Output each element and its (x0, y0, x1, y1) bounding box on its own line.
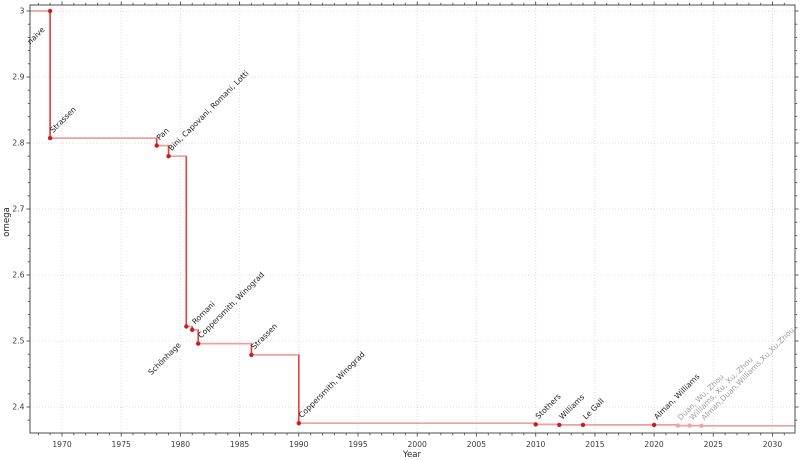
data-point-alman-duan-williams-xu-xu-zhou (699, 423, 704, 428)
y-tick-label: 2.6 (12, 271, 24, 280)
point-label-le-gall: Le Gall (581, 397, 606, 422)
y-tick-label: 2.8 (12, 139, 24, 148)
plot-frame (29, 4, 796, 434)
x-tick-label: 1985 (230, 440, 249, 449)
x-tick-label: 1980 (171, 440, 190, 449)
y-tick-label: 2.5 (12, 337, 24, 346)
data-point-williams (557, 422, 562, 428)
y-tick-label: 2.9 (12, 73, 24, 82)
point-label-williams-xu-xu-zhou: Williams, Xu, Xu, Zhou (688, 355, 755, 422)
point-label-coppersmith-winograd: Coppersmith, Winograd (297, 350, 367, 420)
data-point-williams-xu-xu-zhou (687, 423, 692, 428)
point-label-strassen: Strassen (48, 105, 78, 135)
data-point-stothers (533, 422, 538, 427)
y-tick-label: 3 (20, 7, 25, 16)
data-point-le-gall (580, 422, 586, 428)
omega-step-line (30, 10, 795, 427)
x-axis-label: Year (402, 450, 422, 460)
x-tick-label: 2005 (467, 440, 486, 449)
x-tick-label: 2030 (763, 440, 782, 449)
data-point-bini-capovani-romani-lotti (166, 154, 171, 159)
point-label-naive: naive (25, 25, 46, 46)
y-tick-label: 2.4 (12, 403, 24, 412)
data-point-romani (190, 327, 195, 332)
data-point-strassen (47, 135, 53, 141)
x-tick-label: 2020 (644, 440, 663, 449)
x-tick-label: 2025 (704, 440, 723, 449)
x-tick-label: 2015 (585, 440, 604, 449)
chart-generated-layer: 1970 1975 1980 1985 1990 1995 2000 2005 2010 2015… (12, 1, 799, 449)
x-tick-label: 1995 (348, 440, 367, 449)
point-label-sch-nhage: Schönhage (146, 340, 182, 376)
data-point-coppersmith-winograd (296, 421, 301, 426)
x-tick-label: 2010 (526, 440, 545, 449)
data-point-duan-wu-zhou (675, 423, 680, 428)
data-point-sch-nhage (184, 324, 189, 329)
data-point-alman-williams (651, 422, 657, 428)
point-label-strassen: Strassen (249, 322, 279, 352)
x-tick-label: 1975 (112, 440, 131, 449)
data-point-naive (47, 8, 53, 14)
x-tick-label: 1990 (289, 440, 308, 449)
y-tick-label: 2.7 (12, 205, 24, 214)
y-axis-label: omega (2, 207, 12, 237)
data-point-pan (154, 143, 159, 148)
x-tick-label: 2000 (408, 440, 427, 449)
x-tick-label: 1970 (52, 440, 71, 449)
data-point-strassen (249, 352, 254, 358)
point-label-alman-duan-williams-xu-xu-zhou: Alman,Duan,Williams,Xu,Xu,Zhou (699, 325, 796, 422)
data-point-coppersmith-winograd (196, 341, 201, 346)
point-label-bini-capovani-romani-lotti: Bini, Capovani, Romani, Lotti (167, 69, 251, 153)
